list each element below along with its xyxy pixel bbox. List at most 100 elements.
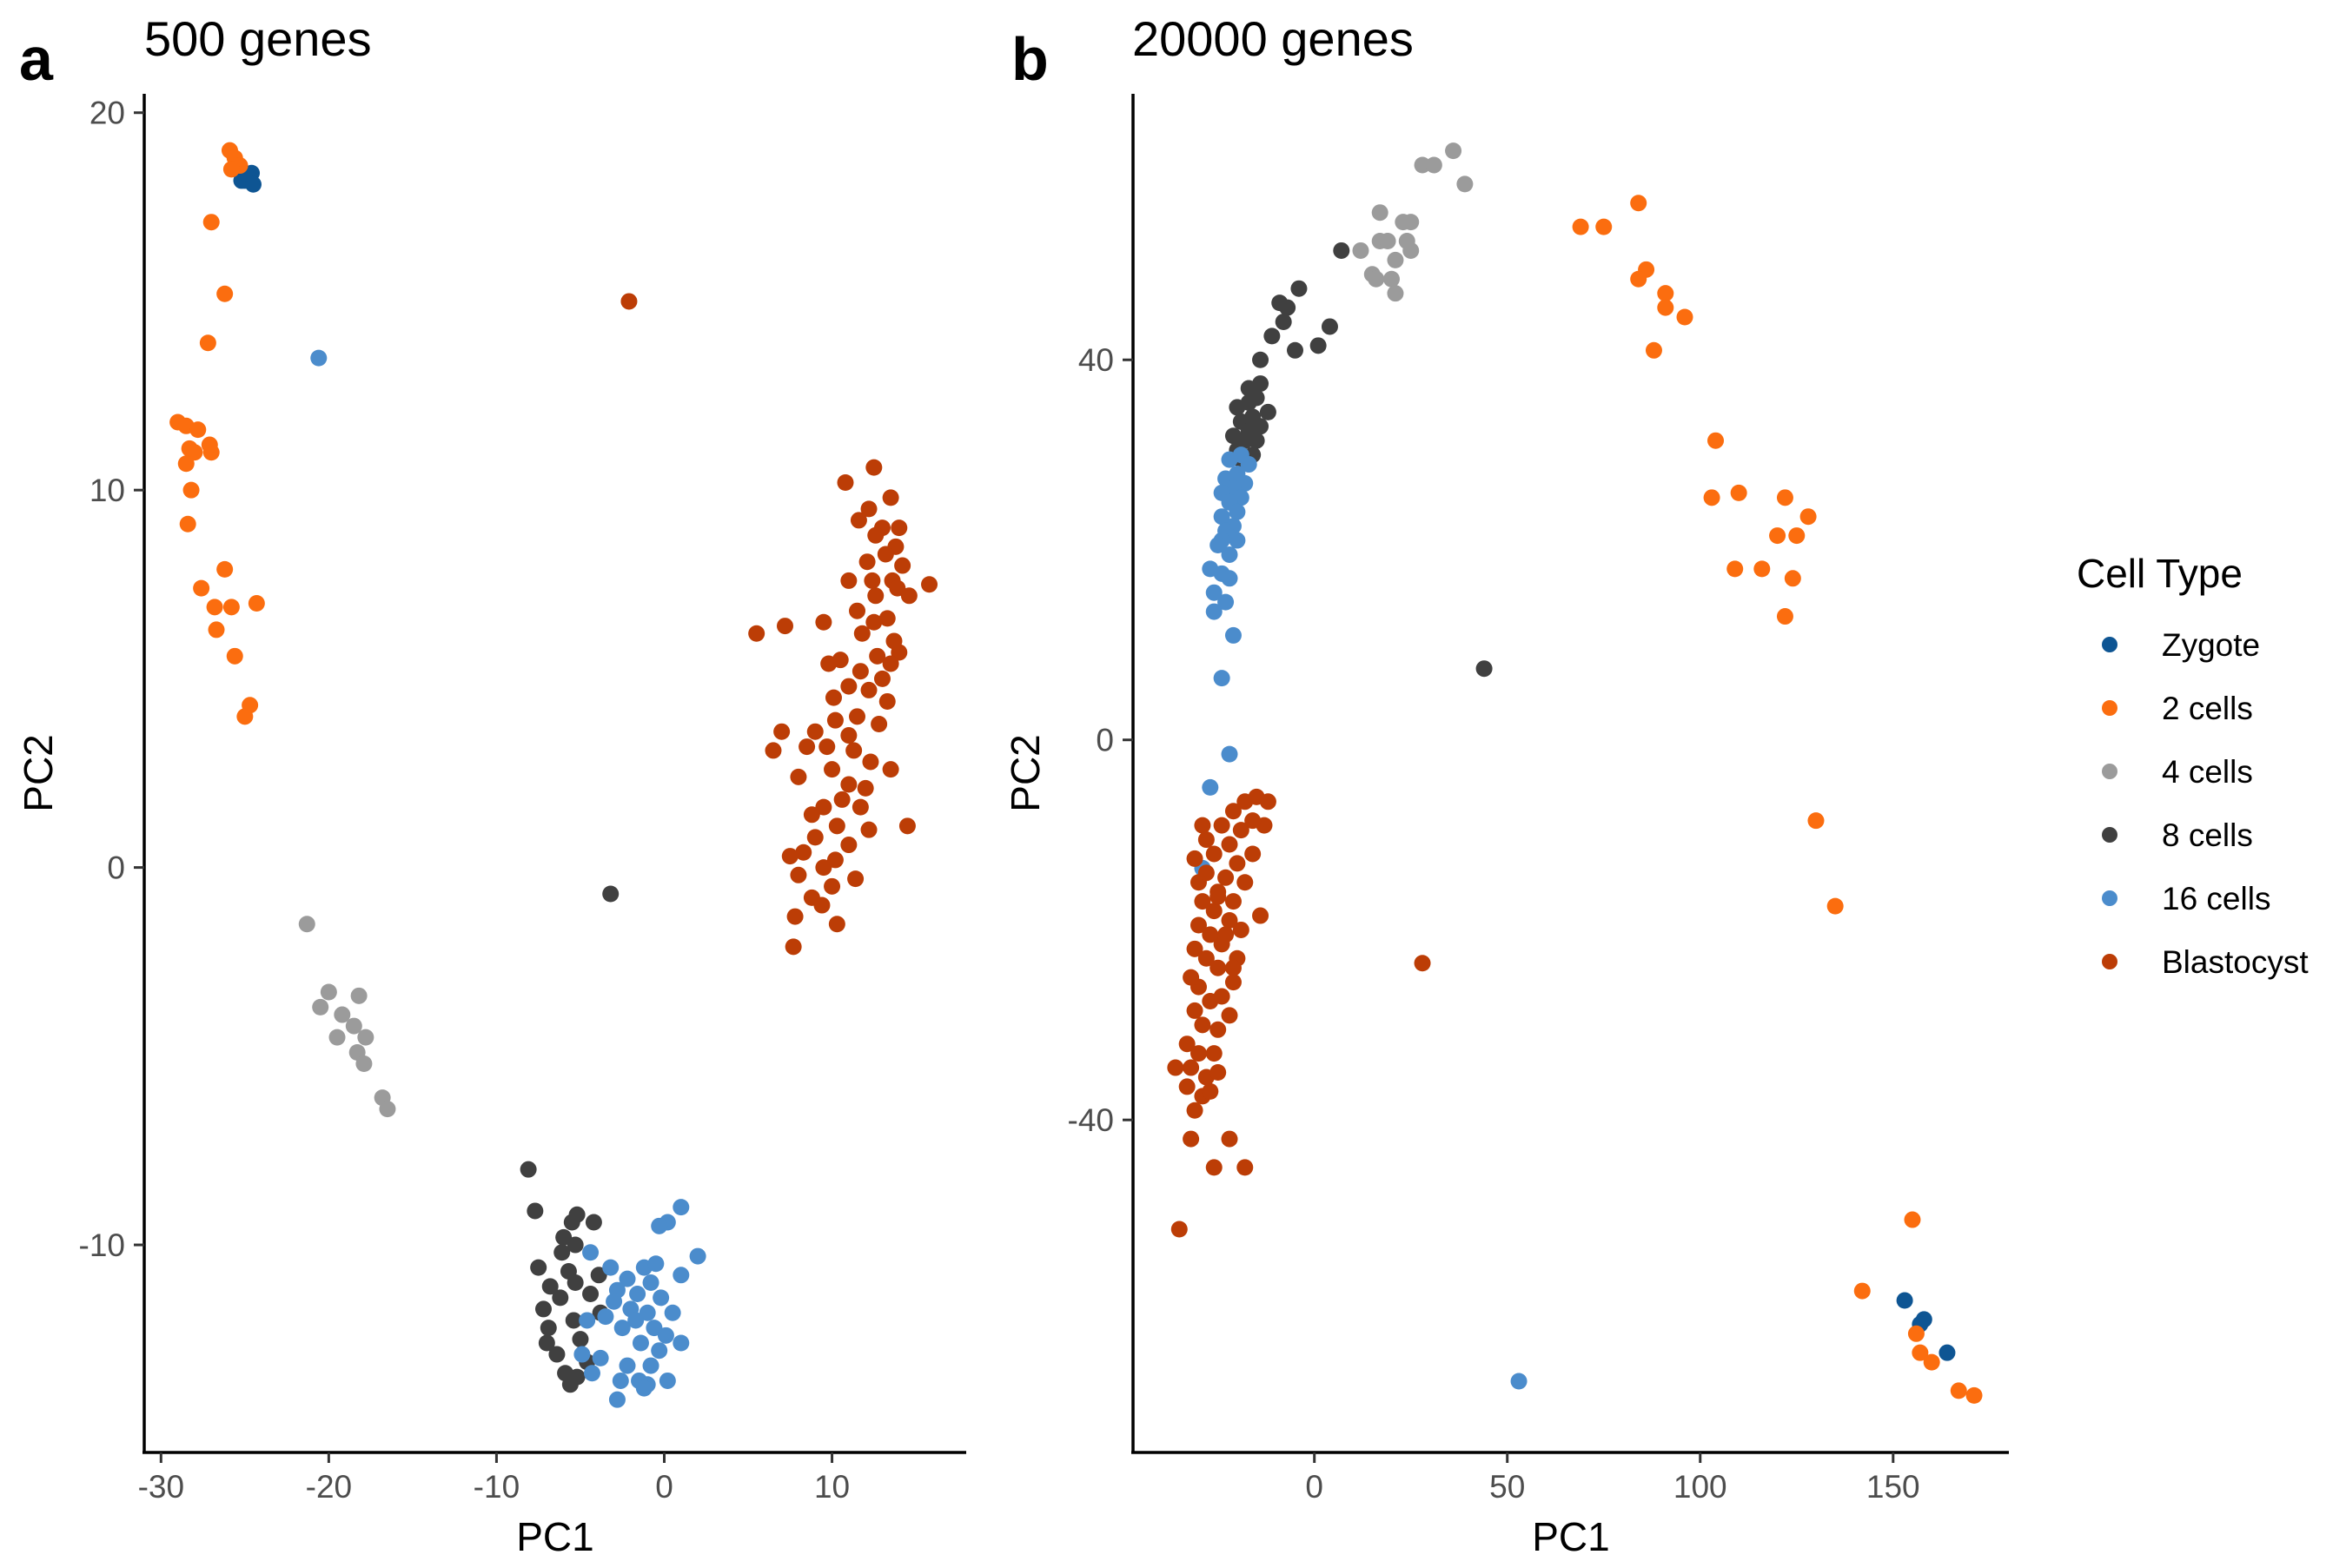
point-4-cells	[1445, 142, 1462, 160]
point-8-cells	[538, 1334, 555, 1352]
point-4-cells	[345, 1017, 362, 1035]
point-8-cells	[567, 1236, 584, 1254]
panel-b-y-tick-label: 0	[1096, 723, 1114, 758]
point-blastocyst	[815, 798, 832, 816]
point-blastocyst	[921, 576, 938, 593]
point-blastocyst	[849, 708, 866, 725]
panel-b-x-tick-label: 100	[1673, 1469, 1727, 1505]
point-blastocyst	[828, 817, 845, 835]
point-2-cells	[1753, 560, 1771, 578]
point-8-cells	[530, 1259, 547, 1276]
point-zygote	[1896, 1292, 1913, 1309]
point-2-cells	[206, 599, 223, 616]
legend-swatch-2-cells	[2102, 700, 2117, 716]
point-2-cells	[248, 595, 265, 612]
point-blastocyst	[1202, 1082, 1219, 1100]
legend-swatch-16-cells	[2102, 890, 2117, 906]
point-2-cells	[1807, 812, 1825, 830]
point-16-cells	[627, 1312, 645, 1329]
point-blastocyst	[1190, 916, 1207, 934]
legend-swatch-blastocyst	[2102, 954, 2117, 969]
point-4-cells	[1425, 156, 1442, 174]
point-8-cells	[1287, 341, 1304, 359]
point-blastocyst	[1224, 803, 1242, 820]
point-4-cells	[355, 1055, 373, 1073]
point-16-cells	[579, 1312, 596, 1329]
point-8-cells	[590, 1267, 607, 1284]
point-4-cells	[379, 1101, 396, 1118]
panel-b-ticks: 0 50 100 150 -40 0 40	[1068, 342, 1920, 1505]
point-blastocyst	[1252, 907, 1269, 924]
panel-a-series-16-cells	[310, 349, 706, 1408]
point-16-cells	[573, 1346, 591, 1363]
point-16-cells	[1224, 626, 1242, 644]
point-2-cells	[1923, 1353, 1940, 1371]
point-blastocyst	[891, 644, 908, 661]
point-8-cells	[541, 1278, 559, 1295]
point-blastocyst	[1190, 1045, 1207, 1062]
point-16-cells	[632, 1334, 649, 1352]
point-2-cells	[1965, 1386, 1983, 1404]
point-blastocyst	[1213, 988, 1230, 1005]
point-blastocyst	[1414, 955, 1431, 972]
point-16-cells	[1205, 603, 1223, 620]
point-blastocyst	[820, 655, 838, 672]
point-blastocyst	[869, 647, 886, 665]
point-16-cells	[1221, 570, 1238, 587]
panel-a-series-8-cells	[520, 885, 620, 1393]
panel-a-ticks: -30 -20 -10 0 10 -10 0 10 20	[79, 96, 851, 1505]
point-16-cells	[597, 1308, 614, 1326]
point-2-cells	[1784, 570, 1801, 587]
point-blastocyst	[1221, 1130, 1238, 1148]
point-8-cells	[548, 1346, 566, 1363]
point-blastocyst	[1205, 1159, 1223, 1176]
point-blastocyst	[840, 678, 858, 695]
point-blastocyst	[1248, 788, 1265, 805]
point-2-cells	[1657, 285, 1674, 302]
point-16-cells	[639, 1304, 656, 1321]
point-16-cells	[619, 1357, 636, 1374]
panel-b-points	[1167, 142, 1983, 1404]
point-blastocyst	[865, 459, 883, 476]
point-blastocyst	[867, 587, 885, 605]
point-2-cells	[1657, 299, 1674, 316]
point-16-cells	[1205, 584, 1223, 601]
point-blastocyst	[882, 655, 899, 672]
point-2-cells	[1726, 560, 1744, 578]
panel-b-y-tick-label: -40	[1068, 1102, 1114, 1138]
point-16-cells	[583, 1365, 600, 1382]
panel-b-title: 20000 genes	[1132, 11, 1414, 66]
point-blastocyst	[1205, 845, 1223, 863]
point-4-cells	[298, 916, 315, 933]
point-8-cells	[1309, 337, 1327, 354]
panel-a-points	[169, 142, 938, 1408]
point-2-cells	[193, 579, 210, 597]
point-16-cells	[1217, 593, 1235, 611]
panel-a-y-tick-label: -10	[79, 1227, 125, 1263]
point-2-cells	[179, 515, 196, 533]
point-16-cells	[659, 1372, 676, 1389]
point-8-cells	[582, 1286, 600, 1303]
point-4-cells	[1414, 156, 1431, 174]
point-blastocyst	[818, 738, 836, 756]
panel-b-y-tick-label: 40	[1078, 342, 1114, 378]
point-blastocyst	[790, 768, 807, 785]
point-16-cells	[651, 1342, 668, 1360]
panel-a-title: 500 genes	[144, 11, 372, 66]
point-blastocyst	[1236, 874, 1254, 891]
point-2-cells	[208, 621, 225, 638]
point-blastocyst	[1244, 845, 1262, 863]
point-2-cells	[199, 334, 216, 352]
point-16-cells	[647, 1255, 665, 1273]
point-blastocyst	[815, 859, 832, 877]
point-blastocyst	[1205, 1045, 1223, 1062]
point-2-cells	[216, 560, 234, 578]
point-blastocyst	[837, 473, 854, 491]
point-16-cells	[673, 1334, 690, 1352]
point-4-cells	[320, 983, 337, 1001]
point-8-cells	[553, 1244, 571, 1261]
point-8-cells	[1290, 280, 1308, 297]
legend-title: Cell Type	[2077, 551, 2243, 596]
panel-a-y-tick-label: 0	[107, 850, 125, 886]
